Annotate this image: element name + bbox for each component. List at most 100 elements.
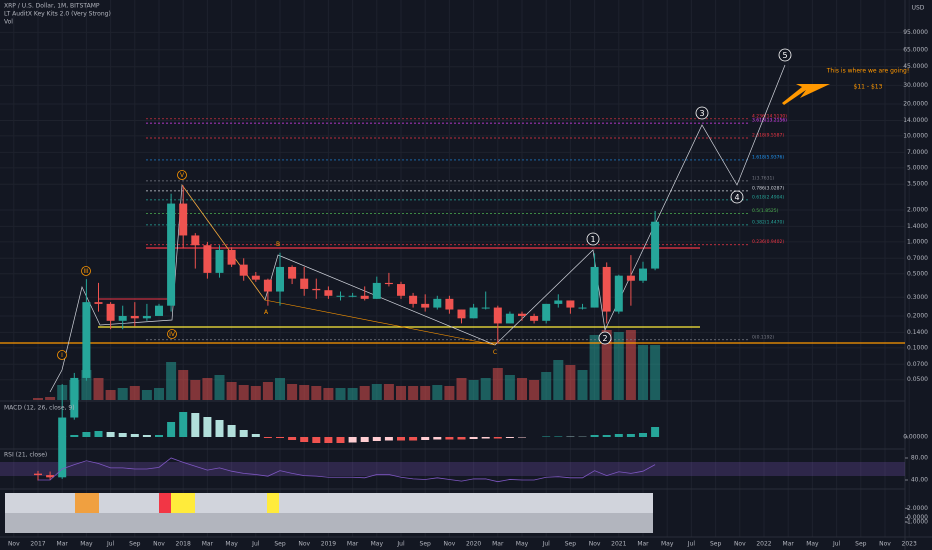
macd-bar — [58, 436, 67, 437]
wave-marker — [778, 48, 792, 62]
wave-label: III — [83, 268, 89, 275]
rsi — [38, 457, 656, 483]
fib-levels: 4.236(14.5130)3.618(13.2156) 2.618(9.5587… — [146, 113, 787, 340]
candle-body — [130, 315, 139, 319]
chart-title: XRP / U.S. Dollar, 1M, BITSTAMP — [4, 3, 100, 10]
fib-label: 1(3.7631) — [752, 175, 774, 181]
y-tick-label: 3.5000 — [907, 181, 928, 188]
volume-bar — [541, 372, 552, 400]
macd-bar — [118, 433, 127, 437]
volume-bar — [335, 388, 346, 400]
candle-body — [179, 203, 188, 236]
volume-label: Vol — [4, 19, 13, 26]
kit-signal — [75, 493, 99, 513]
x-tick-label: Jul — [687, 541, 696, 548]
axes: 0.0500 0.0700 0.1000 0.1400 0.2000 0.3000 0.50… — [8, 29, 928, 548]
x-tick-label: Sep — [129, 541, 141, 548]
candle-body — [566, 300, 575, 308]
y-tick-label: 0.3000 — [907, 294, 928, 301]
macd-bar — [82, 432, 91, 437]
fib-label: 2.618(9.5587) — [752, 133, 784, 139]
x-tick-label: Nov — [589, 541, 601, 548]
y-tick-label: 0.1000 — [907, 344, 928, 351]
wave-marker — [598, 331, 612, 345]
volume-bar — [480, 378, 491, 400]
wave-marker — [177, 170, 187, 180]
kit-signal — [171, 493, 195, 513]
fib-label: 0.618(2.4904) — [752, 194, 784, 200]
macd-bar — [239, 430, 248, 437]
macd-bar — [203, 417, 212, 437]
annotation-arrow — [782, 84, 830, 105]
fib-label: 0(0.1192) — [752, 334, 774, 340]
fib-label: 4.236(14.5130) — [752, 113, 787, 119]
grid — [0, 0, 910, 537]
y-tick-label: 0.00000 — [903, 434, 928, 441]
macd-bar — [397, 437, 405, 441]
candle-body — [58, 417, 67, 478]
volume-bar — [383, 384, 394, 400]
fib-label: 0.236(0.9402) — [752, 239, 784, 245]
macd-bar — [614, 434, 623, 437]
wave-marker — [167, 329, 177, 339]
volume-bar — [504, 375, 515, 400]
macd-bar — [300, 437, 309, 442]
candle-body — [590, 266, 599, 308]
volume-bar — [323, 388, 334, 400]
y-tick-label: 0.0500 — [907, 376, 928, 383]
y-tick-label: 1.4000 — [907, 223, 928, 230]
candle-body — [118, 315, 127, 321]
volume-bar — [396, 386, 406, 400]
macd-bar — [360, 437, 369, 442]
wave-label: 4 — [734, 193, 739, 202]
x-tick-label: May — [225, 541, 238, 548]
candle-body — [336, 295, 345, 297]
candle-body — [263, 279, 272, 292]
fib-label: 0.382(1.4470) — [752, 219, 784, 225]
x-tick-label: Mar — [202, 541, 214, 548]
volume-bar — [359, 386, 370, 400]
volume-bar — [226, 382, 237, 400]
volume-bar — [190, 380, 201, 400]
candle-body — [639, 268, 647, 281]
wave-label: 3 — [699, 109, 704, 118]
rsi-line — [38, 457, 656, 483]
x-tick-label: Sep — [855, 541, 867, 548]
candle-body — [530, 315, 539, 321]
y-tick-label: 20.0000 — [903, 101, 928, 108]
x-tick-label: 2021 — [611, 541, 626, 548]
x-tick-label: Sep — [710, 541, 722, 548]
x-tick-label: 2018 — [176, 541, 191, 548]
x-tick-label: Mar — [637, 541, 649, 548]
macd-bar — [384, 437, 393, 441]
volume-bar — [625, 330, 636, 400]
annotation-target: $11 - $13 — [854, 84, 883, 91]
macd-bar — [469, 437, 478, 439]
volume-bar — [408, 386, 419, 400]
volume-bar — [347, 388, 358, 400]
candle-body — [578, 307, 587, 309]
volume-bar — [33, 398, 43, 400]
abc-path — [181, 184, 496, 346]
kit-strip — [5, 513, 653, 533]
x-tick-label: 2020 — [466, 541, 481, 548]
macd-bar — [421, 437, 430, 440]
candle-body — [457, 309, 466, 319]
volume-bar — [93, 378, 104, 400]
y-tick-label: 2.0000 — [907, 206, 928, 213]
y-tick-label: 14.0000 — [903, 117, 928, 124]
volume-bar — [141, 390, 152, 400]
candle-body — [142, 315, 151, 319]
x-tick-label: Nov — [298, 541, 310, 548]
wave-label: A — [264, 309, 269, 316]
x-tick-label: May — [806, 541, 819, 548]
volume-bar — [371, 384, 382, 400]
macd-bar — [626, 434, 635, 437]
macd-bar — [639, 433, 647, 437]
volume-bar — [492, 368, 503, 400]
macd-bar — [167, 422, 176, 437]
volume-bar — [589, 335, 600, 400]
x-tick-label: Jul — [542, 541, 551, 548]
y-tick-label: 65.0000 — [903, 46, 928, 53]
